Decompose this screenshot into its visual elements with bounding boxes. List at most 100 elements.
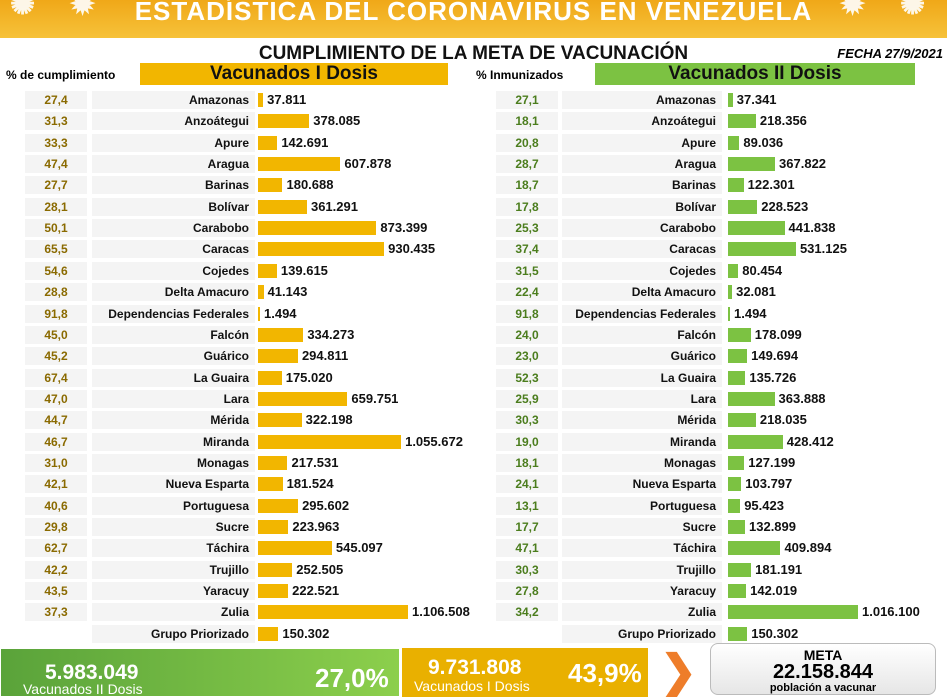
pct-cell: 24,0 bbox=[496, 325, 558, 344]
pct-cell: 33,3 bbox=[25, 133, 87, 152]
pct-cell: 34,2 bbox=[496, 603, 558, 622]
pct-cell: 25,9 bbox=[496, 389, 558, 408]
pct-cell: 28,7 bbox=[496, 155, 558, 174]
virus-icon: ✹ bbox=[840, 0, 867, 21]
table-row: 25,3 Carabobo 441.838 bbox=[0, 219, 947, 238]
bar bbox=[728, 370, 746, 385]
state-name: Guárico bbox=[92, 347, 255, 366]
bar bbox=[258, 242, 385, 257]
pct-cell: 42,2 bbox=[25, 560, 87, 579]
bar bbox=[728, 541, 781, 556]
meta-label: población a vacunar bbox=[769, 682, 877, 694]
bar bbox=[728, 626, 748, 641]
bar-value-label: 659.751 bbox=[351, 390, 399, 406]
table-row: 40,6 Portuguesa 295.602 bbox=[0, 496, 947, 515]
bar-value-label: 180.688 bbox=[286, 177, 334, 193]
table-row: 46,7 Miranda 1.055.672 bbox=[0, 432, 947, 451]
pct-cell: 45,0 bbox=[25, 325, 87, 344]
table-row: 18,1 Anzoátegui 218.356 bbox=[0, 112, 947, 131]
pct-cell: 52,3 bbox=[496, 368, 558, 387]
bar-value-label: 175.020 bbox=[285, 369, 333, 385]
bar bbox=[258, 114, 310, 129]
bar-value-label: 37.341 bbox=[736, 92, 777, 107]
bar bbox=[258, 562, 293, 577]
state-name: Bolívar bbox=[92, 197, 255, 216]
bar bbox=[728, 562, 752, 577]
pct-cell: 45,2 bbox=[25, 347, 87, 366]
bar-value-label: 378.085 bbox=[313, 113, 361, 129]
bar-value-label: 607.878 bbox=[344, 156, 392, 172]
table-row: 28,8 Delta Amacuro 41.143 bbox=[0, 283, 947, 302]
table-row: 24,1 Nueva Esparta 103.797 bbox=[0, 475, 947, 494]
table-row: 47,4 Aragua 607.878 bbox=[0, 155, 947, 174]
bar-value-label: 217.531 bbox=[291, 454, 339, 470]
banner: ✺ ✹ ESTADÍSTICA DEL CORONAVIRUS EN VENEZ… bbox=[0, 0, 947, 38]
bar bbox=[258, 498, 299, 513]
bar bbox=[728, 391, 775, 406]
table-row: 19,0 Miranda 428.412 bbox=[0, 432, 947, 451]
bar bbox=[728, 520, 745, 534]
dosis1-total: 9.731.808 bbox=[428, 656, 522, 679]
page-subtitle: CUMPLIMIENTO DE LA META DE VACUNACIÓN bbox=[258, 43, 689, 64]
table-row: 37,3 Zulia 1.106.508 bbox=[0, 603, 947, 622]
table-row: 30,3 Mérida 218.035 bbox=[0, 411, 947, 430]
table-row: 65,5 Caracas 930.435 bbox=[0, 240, 947, 259]
table-row: 42,1 Nueva Esparta 181.524 bbox=[0, 475, 947, 494]
bar bbox=[258, 285, 264, 300]
bar bbox=[258, 477, 283, 492]
bar-value-label: 322.198 bbox=[305, 412, 353, 428]
bar bbox=[258, 157, 341, 172]
bar-value-label: 361.291 bbox=[310, 198, 358, 214]
bar-value-label: 149.694 bbox=[751, 348, 799, 364]
table-row: 44,7 Mérida 322.198 bbox=[0, 411, 947, 430]
state-name: Aragua bbox=[92, 155, 255, 174]
pct-cell: 29,8 bbox=[25, 518, 87, 536]
bar bbox=[258, 199, 307, 214]
state-name: Sucre bbox=[562, 518, 722, 536]
pct-cell: 91,8 bbox=[496, 304, 558, 323]
state-name: Amazonas bbox=[92, 91, 255, 109]
pct-cell: 50,1 bbox=[25, 219, 87, 238]
state-name: La Guaira bbox=[562, 368, 722, 387]
bar-value-label: 32.081 bbox=[736, 284, 776, 300]
table-row: 91,8 Dependencias Federales 1.494 bbox=[0, 304, 947, 323]
pct-cell: 27,1 bbox=[496, 91, 558, 109]
pct-cell: 43,5 bbox=[25, 582, 87, 601]
pct-cell: 19,0 bbox=[496, 432, 558, 451]
date-label: FECHA 27/9/2021 bbox=[837, 46, 943, 61]
table-row: 47,0 Lara 659.751 bbox=[0, 389, 947, 408]
state-name: Delta Amacuro bbox=[92, 283, 255, 302]
state-name: Lara bbox=[92, 389, 255, 408]
table-row: 22,4 Delta Amacuro 32.081 bbox=[0, 283, 947, 302]
state-name: Apure bbox=[562, 133, 722, 152]
pct-cell: 37,3 bbox=[25, 603, 87, 622]
state-name: Miranda bbox=[92, 432, 255, 451]
table-row: 52,3 La Guaira 135.726 bbox=[0, 368, 947, 387]
bar-value-label: 1.016.100 bbox=[862, 604, 920, 620]
state-name: Anzoátegui bbox=[92, 112, 255, 131]
table-row: 31,3 Anzoátegui 378.085 bbox=[0, 112, 947, 131]
bar-value-label: 545.097 bbox=[335, 540, 383, 556]
bar-value-label: 873.399 bbox=[380, 220, 428, 236]
pct-cell: 23,0 bbox=[496, 347, 558, 366]
table-row: 42,2 Trujillo 252.505 bbox=[0, 560, 947, 579]
table-row: 50,1 Carabobo 873.399 bbox=[0, 219, 947, 238]
left-header: Vacunados I Dosis bbox=[140, 63, 448, 85]
bar bbox=[258, 413, 302, 428]
bar bbox=[258, 434, 402, 449]
bar-value-label: 181.191 bbox=[755, 561, 803, 577]
pct-cell: 24,1 bbox=[496, 475, 558, 494]
table-row: 62,7 Táchira 545.097 bbox=[0, 539, 947, 558]
bar bbox=[258, 455, 288, 470]
bar bbox=[258, 221, 377, 236]
table-row: 29,8 Sucre 223.963 bbox=[0, 518, 947, 536]
table-row: 27,8 Yaracuy 142.019 bbox=[0, 582, 947, 601]
bar bbox=[728, 263, 739, 278]
bar bbox=[258, 327, 304, 342]
bar bbox=[258, 626, 279, 641]
table-row: 30,3 Trujillo 181.191 bbox=[0, 560, 947, 579]
banner-title: ESTADÍSTICA DEL CORONAVIRUS EN VENEZUELA bbox=[134, 0, 813, 26]
state-name: Falcón bbox=[562, 325, 722, 344]
state-name: Anzoátegui bbox=[562, 112, 722, 131]
bar-value-label: 95.423 bbox=[744, 497, 784, 513]
